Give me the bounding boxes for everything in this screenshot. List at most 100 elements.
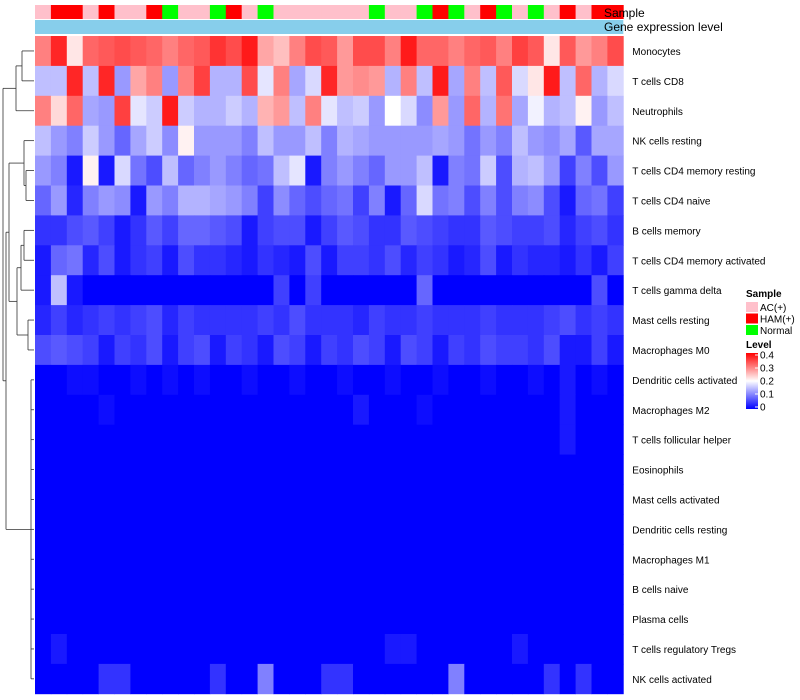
heatmap-cell <box>400 155 417 186</box>
heatmap-cell <box>607 95 624 127</box>
heatmap-cell <box>305 604 322 635</box>
heatmap-cell <box>480 245 497 276</box>
heatmap-cell <box>400 424 417 455</box>
heatmap-cell <box>480 95 497 127</box>
heatmap-cell <box>337 275 354 306</box>
heatmap-cell <box>496 394 513 426</box>
heatmap-cell <box>337 215 354 246</box>
heatmap-cell <box>607 245 624 276</box>
heatmap-cell <box>305 95 322 127</box>
heatmap-cell <box>480 394 497 426</box>
heatmap-cell <box>607 424 624 455</box>
heatmap-cell <box>82 125 99 156</box>
sample-annotation-cell <box>209 5 227 19</box>
heatmap-cell <box>82 65 99 97</box>
heatmap-cell <box>575 514 592 545</box>
heatmap-cell <box>575 155 592 186</box>
heatmap-cell <box>607 155 624 186</box>
heatmap-cell <box>305 275 322 306</box>
heatmap-cell <box>496 65 513 97</box>
heatmap-cell <box>162 275 179 306</box>
heatmap-cell <box>321 424 338 455</box>
heatmap-cell <box>257 275 274 306</box>
heatmap-cell <box>432 305 449 336</box>
heatmap-cell <box>82 394 99 426</box>
heatmap-cell <box>50 215 68 246</box>
heatmap-cell <box>384 394 402 426</box>
heatmap-cell <box>305 544 322 575</box>
heatmap-cell <box>591 95 608 127</box>
heatmap-cell <box>273 484 290 515</box>
annotation-track-labels: Sample Gene expression level <box>604 6 723 34</box>
heatmap-cell <box>464 454 481 485</box>
heatmap-cell <box>559 36 576 67</box>
heatmap-cell <box>146 394 163 426</box>
heatmap-cell <box>527 574 545 605</box>
heatmap-cell <box>416 95 433 127</box>
heatmap-cell <box>146 275 163 306</box>
heatmap-cell <box>241 544 258 575</box>
heatmap-cell <box>496 245 513 276</box>
heatmap-cell <box>66 125 84 156</box>
heatmap-cell <box>432 155 449 186</box>
heatmap-cell <box>209 663 227 695</box>
heatmap-cell <box>35 335 52 366</box>
heatmap-cell <box>146 544 163 575</box>
heatmap-cell <box>321 574 338 605</box>
heatmap-cell <box>321 155 338 186</box>
level-colorbar <box>746 353 758 409</box>
heatmap-cell <box>368 634 386 665</box>
heatmap-cell <box>384 514 402 545</box>
heatmap-cell <box>178 36 195 67</box>
heatmap-cell <box>209 185 227 216</box>
heatmap-cell <box>66 514 84 545</box>
heatmap-cell <box>448 215 465 246</box>
heatmap-cell <box>225 604 243 635</box>
heatmap-cell <box>591 215 608 246</box>
heatmap-cell <box>559 514 576 545</box>
heatmap-cell <box>289 65 306 97</box>
heatmap-cell <box>178 454 195 485</box>
heatmap-cell <box>512 574 529 605</box>
heatmap-cell <box>464 215 481 246</box>
heatmap-cell <box>527 394 545 426</box>
heatmap-cell <box>448 155 465 186</box>
heatmap-cell <box>114 215 131 246</box>
heatmap-cell <box>241 36 258 67</box>
heatmap-cell <box>114 544 131 575</box>
heatmap-cell <box>82 95 99 127</box>
heatmap-cell <box>257 604 274 635</box>
sample-annotation-cell <box>82 5 99 19</box>
heatmap-cell <box>527 544 545 575</box>
heatmap-cell <box>194 305 211 336</box>
row-label: Macrophages M0 <box>632 346 710 357</box>
heatmap-cell <box>400 335 417 366</box>
heatmap-cell <box>464 245 481 276</box>
heatmap-cell <box>289 185 306 216</box>
heatmap-cell <box>130 275 147 306</box>
row-label: Monocytes <box>632 47 680 58</box>
heatmap-cell <box>496 305 513 336</box>
heatmap-cell <box>257 245 274 276</box>
heatmap-cell <box>591 484 608 515</box>
heatmap-cell <box>50 514 68 545</box>
heatmap-cell <box>321 65 338 97</box>
heatmap-cell <box>512 364 529 396</box>
heatmap-cell <box>480 424 497 455</box>
heatmap-cell <box>257 454 274 485</box>
heatmap-cell <box>178 364 195 396</box>
row-label: Mast cells resting <box>632 316 709 327</box>
heatmap-cell <box>432 364 449 396</box>
heatmap-cell <box>257 484 274 515</box>
heatmap-cell <box>384 663 402 695</box>
heatmap-cell <box>257 663 274 695</box>
heatmap-cell <box>512 155 529 186</box>
heatmap-cell <box>607 125 624 156</box>
sample-annotation-cell <box>194 5 211 19</box>
heatmap-cell <box>225 424 243 455</box>
heatmap-cell <box>241 245 258 276</box>
heatmap-cell <box>432 125 449 156</box>
heatmap-cell <box>50 454 68 485</box>
heatmap-cell <box>432 424 449 455</box>
heatmap-cell <box>50 604 68 635</box>
